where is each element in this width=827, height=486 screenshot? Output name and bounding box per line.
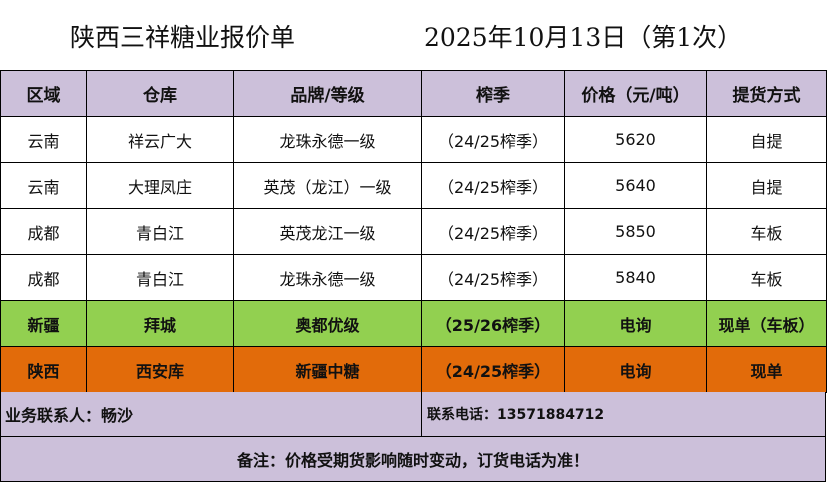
cell-brand: 龙珠永德一级 [233,254,422,301]
table-row: 云南 祥云广大 龙珠永德一级 （24/25榨季） 5620 自提 [0,116,827,163]
col-header-season: 榨季 [421,70,565,117]
cell-price: 电询 [564,346,707,393]
cell-delivery: 自提 [706,162,827,209]
cell-warehouse: 青白江 [86,208,234,255]
table-row-highlight-orange: 陕西 西安库 新疆中糖 （24/25榨季） 电询 现单 [0,346,827,393]
cell-warehouse: 大理凤庄 [86,162,234,209]
cell-price: 5850 [564,208,707,255]
cell-warehouse: 青白江 [86,254,234,301]
cell-region: 云南 [0,162,87,209]
table-row: 成都 青白江 英茂龙江一级 （24/25榨季） 5850 车板 [0,208,827,255]
cell-brand: 龙珠永德一级 [233,116,422,163]
col-header-region: 区域 [0,70,87,117]
cell-region: 陕西 [0,346,87,393]
cell-region: 新疆 [0,300,87,347]
contact-phone: 联系电话：13571884712 [427,407,605,423]
page-title: 陕西三祥糖业报价单 [70,23,296,52]
remark-note: 备注：价格受期货影响随时变动，订货电话为准！ [0,437,826,482]
cell-delivery: 现单 [706,346,827,393]
cell-brand: 英茂龙江一级 [233,208,422,255]
table-row: 云南 大理凤庄 英茂（龙江）一级 （24/25榨季） 5640 自提 [0,162,827,209]
table-row-highlight-green: 新疆 拜城 奥都优级 （25/26榨季） 电询 现单（车板） [0,300,827,347]
col-header-delivery: 提货方式 [706,70,827,117]
cell-season: （24/25榨季） [421,116,565,163]
cell-season: （24/25榨季） [421,346,565,393]
table-header-row: 区域 仓库 品牌/等级 榨季 价格（元/吨） 提货方式 [0,70,827,117]
cell-price: 5620 [564,116,707,163]
contact-row: 业务联系人：畅沙 联系电话：13571884712 [0,392,826,437]
title-row: 陕西三祥糖业报价单 2025年10月13日（第1次） [0,0,827,70]
cell-delivery: 车板 [706,254,827,301]
cell-season: （24/25榨季） [421,162,565,209]
cell-delivery: 现单（车板） [706,300,827,347]
quote-date: 2025年10月13日（第1次） [424,23,743,52]
cell-season: （25/26榨季） [421,300,565,347]
cell-region: 成都 [0,208,87,255]
cell-region: 云南 [0,116,87,163]
cell-delivery: 自提 [706,116,827,163]
cell-delivery: 车板 [706,208,827,255]
cell-season: （24/25榨季） [421,254,565,301]
col-header-price: 价格（元/吨） [564,70,707,117]
contact-person: 业务联系人：畅沙 [1,392,422,436]
cell-brand: 奥都优级 [233,300,422,347]
cell-price: 5840 [564,254,707,301]
col-header-brand: 品牌/等级 [233,70,422,117]
cell-warehouse: 拜城 [86,300,234,347]
cell-price: 5640 [564,162,707,209]
price-table: 区域 仓库 品牌/等级 榨季 价格（元/吨） 提货方式 云南 祥云广大 龙珠永德… [0,70,827,393]
cell-region: 成都 [0,254,87,301]
table-row: 成都 青白江 龙珠永德一级 （24/25榨季） 5840 车板 [0,254,827,301]
col-header-warehouse: 仓库 [86,70,234,117]
cell-season: （24/25榨季） [421,208,565,255]
cell-warehouse: 西安库 [86,346,234,393]
cell-warehouse: 祥云广大 [86,116,234,163]
cell-brand: 新疆中糖 [233,346,422,393]
cell-brand: 英茂（龙江）一级 [233,162,422,209]
cell-price: 电询 [564,300,707,347]
footer: 业务联系人：畅沙 联系电话：13571884712 备注：价格受期货影响随时变动… [0,392,826,482]
